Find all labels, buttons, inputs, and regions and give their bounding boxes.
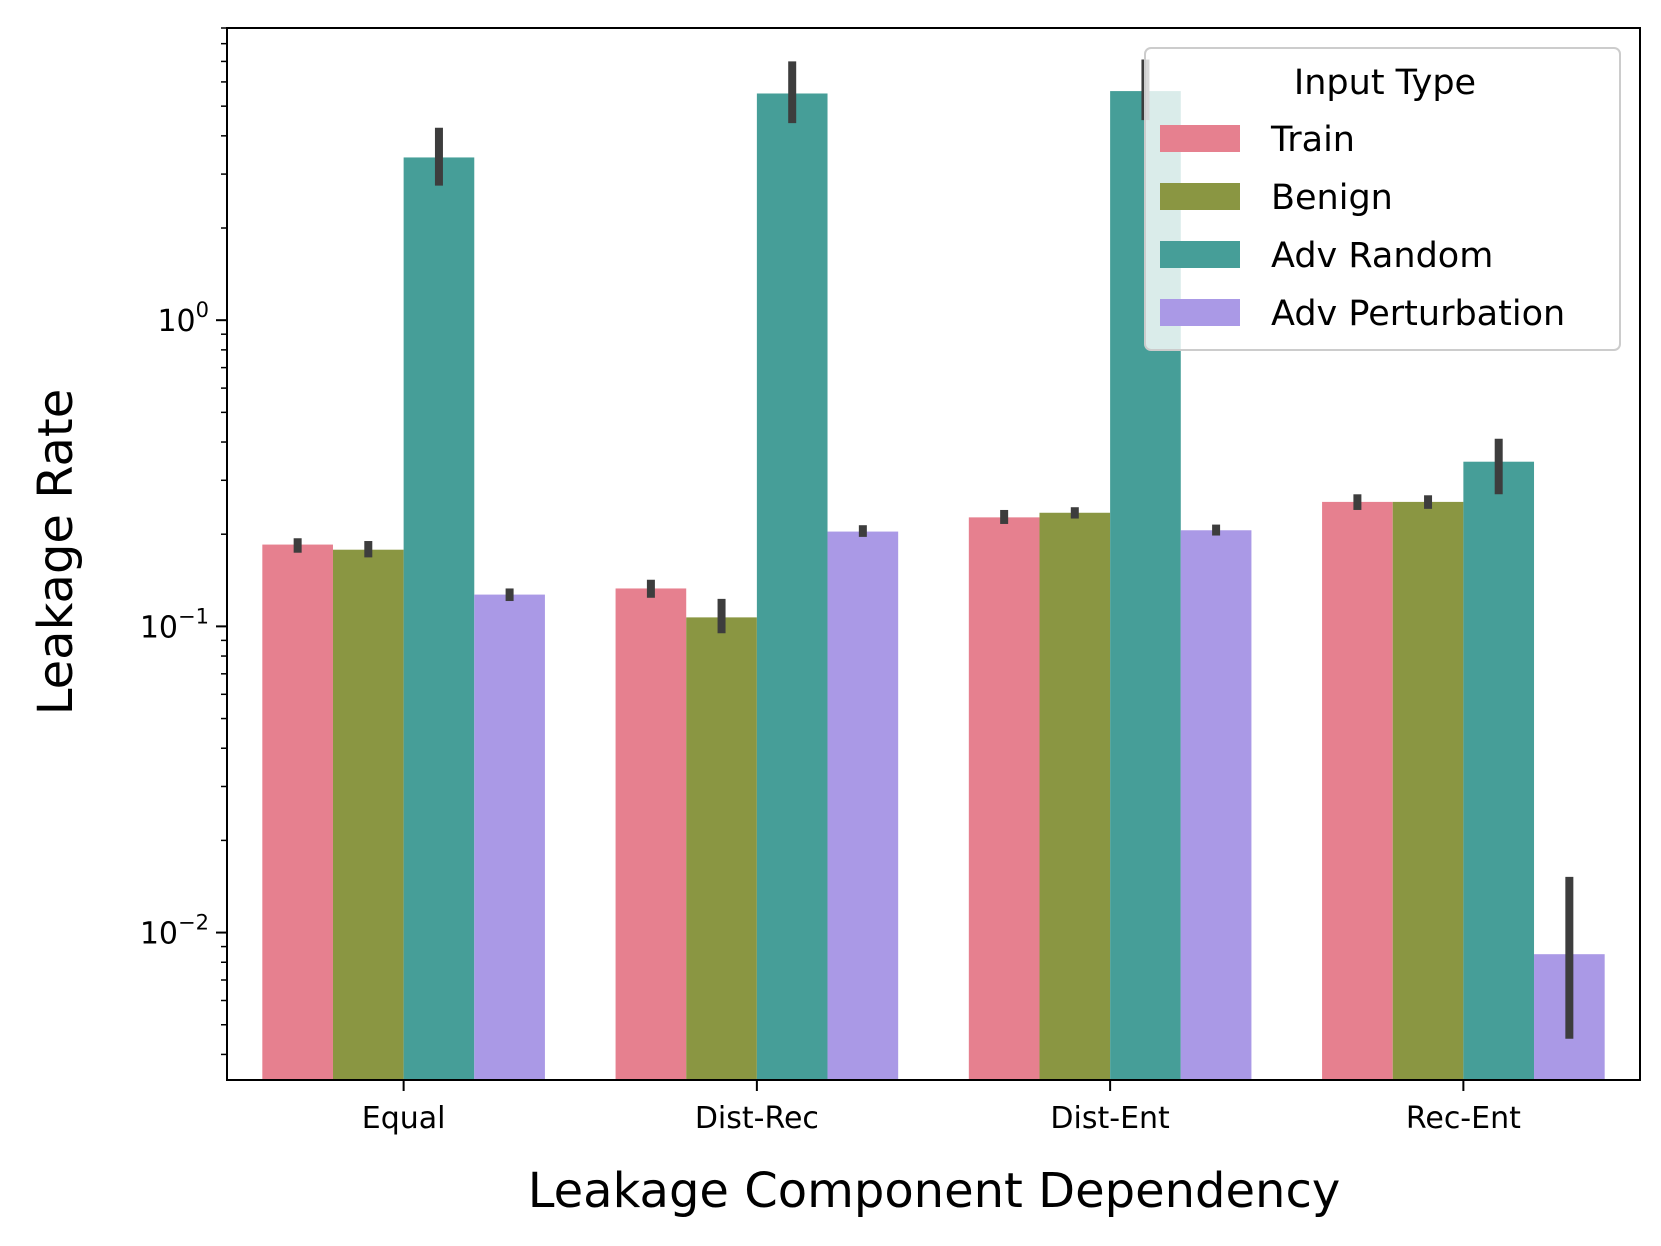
bar: [1039, 512, 1111, 1080]
legend-label: Train: [1270, 120, 1355, 160]
bar: [1322, 501, 1393, 1080]
x-ticks: Equal Dist-Rec Dist-Ent Rec-Ent: [362, 1080, 1521, 1136]
legend-title: Input Type: [1294, 63, 1476, 103]
bar: [332, 549, 404, 1080]
bar: [1180, 530, 1252, 1080]
y-tick-label: 10−1: [140, 604, 209, 645]
y-tick-label: 10−2: [140, 911, 209, 952]
legend-swatch: [1160, 299, 1240, 326]
bar: [615, 588, 687, 1080]
plot-frame: [226, 27, 1641, 1081]
legend-swatch: [1160, 241, 1240, 268]
bar: [1392, 501, 1464, 1080]
bar: [827, 531, 899, 1080]
bar: [262, 544, 333, 1080]
bar: [474, 594, 545, 1080]
legend-label: Adv Perturbation: [1271, 294, 1565, 334]
bar: [1463, 461, 1535, 1080]
legend-box: [1144, 47, 1621, 351]
x-tick-label: Dist-Rec: [695, 1101, 819, 1136]
bars-layer: [262, 91, 1605, 1081]
x-tick-label: Rec-Ent: [1406, 1101, 1521, 1136]
bar: [756, 93, 828, 1080]
x-tick-label: Dist-Ent: [1050, 1101, 1170, 1136]
legend-label: Benign: [1271, 178, 1393, 218]
legend-swatch: [1160, 125, 1240, 152]
bar: [403, 157, 475, 1080]
y-axis-title: Leakage Rate: [28, 389, 84, 716]
legend: Input Type Train Benign Adv Random Adv Pert…: [1144, 47, 1621, 351]
bar: [968, 517, 1040, 1080]
bar: [686, 617, 757, 1080]
x-tick-label: Equal: [362, 1101, 446, 1136]
legend-swatch: [1160, 183, 1240, 210]
legend-label: Adv Random: [1271, 236, 1493, 276]
x-axis-title: Leakage Component Dependency: [528, 1163, 1341, 1219]
